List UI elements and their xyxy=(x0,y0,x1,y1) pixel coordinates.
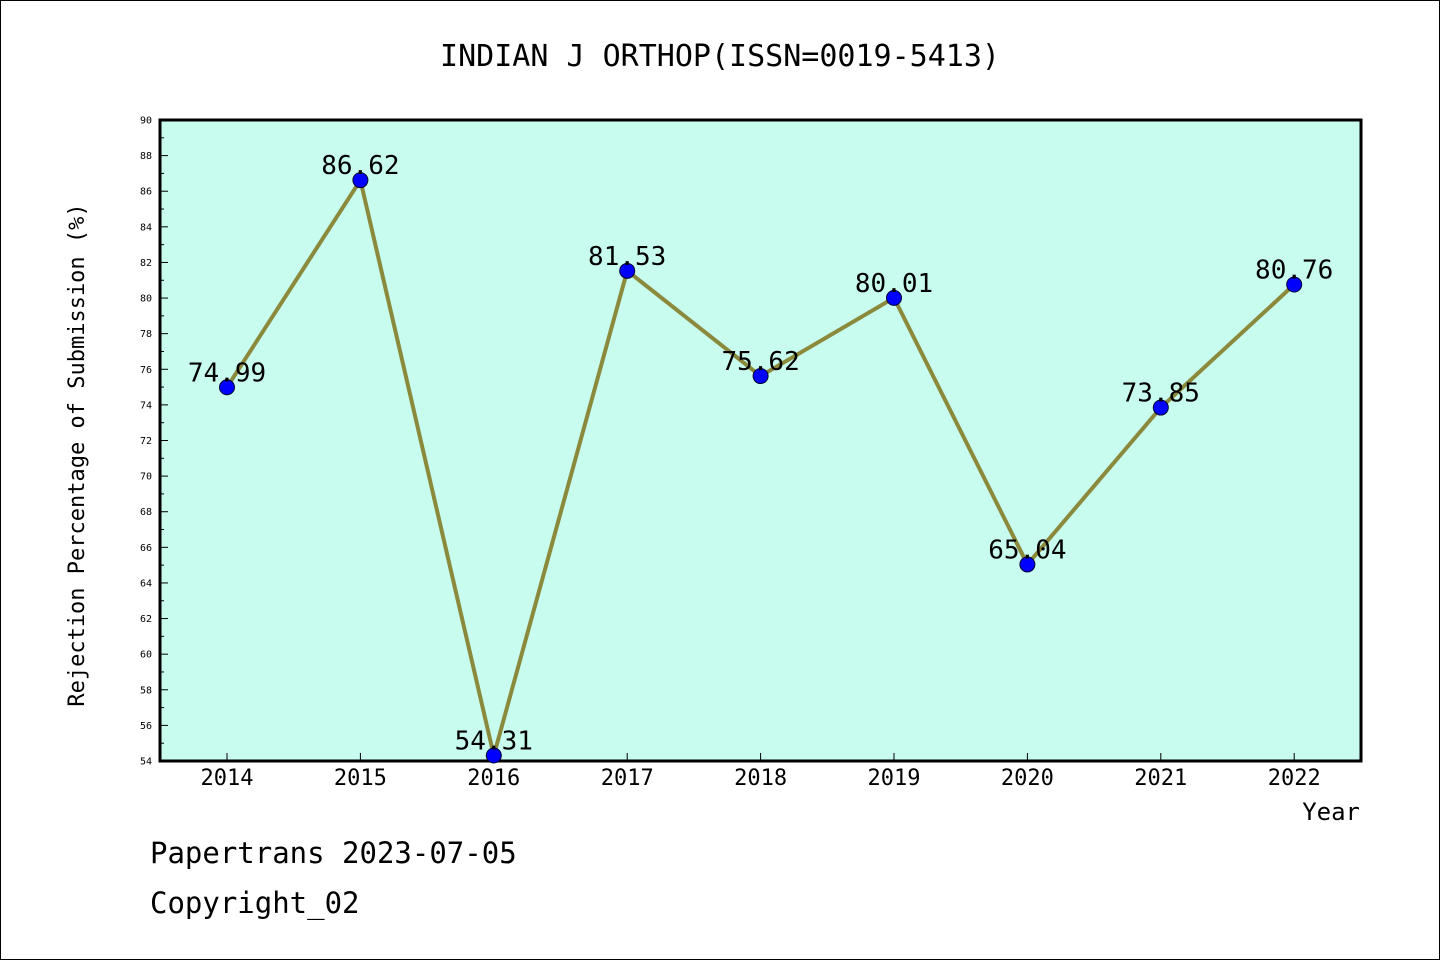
x-tick-label: 2022 xyxy=(1268,766,1321,791)
footer-copyright: Copyright_02 xyxy=(150,886,360,920)
y-tick-label: 74 xyxy=(140,400,152,411)
data-point-2016 xyxy=(485,747,502,764)
y-tick-label: 76 xyxy=(140,365,152,376)
data-point-2022 xyxy=(1286,276,1303,293)
y-tick-label: 80 xyxy=(140,294,152,305)
data-point-2018 xyxy=(752,368,769,385)
y-tick-label: 56 xyxy=(140,721,152,732)
data-label-2020: 65.04 xyxy=(988,535,1066,565)
data-point-2014 xyxy=(219,379,235,396)
x-tick-label: 2020 xyxy=(1001,766,1054,791)
data-point-2017 xyxy=(619,262,636,279)
x-tick-label: 2017 xyxy=(601,766,654,791)
x-axis: 2014 2015 2016 2017 2018 2019 2020 2021 2022 xyxy=(201,753,1321,791)
y-tick-label: 88 xyxy=(140,151,152,162)
y-tick-label: 90 xyxy=(140,116,152,127)
data-point-2020 xyxy=(1019,556,1036,573)
y-tick-label: 54 xyxy=(140,757,152,768)
y-tick-label: 62 xyxy=(140,614,152,625)
footer-date: Papertrans 2023-07-05 xyxy=(150,836,517,870)
plot-area xyxy=(158,118,1363,763)
series-markers xyxy=(219,172,1303,764)
x-tick-label: 2018 xyxy=(734,766,787,791)
data-label-2021: 73.85 xyxy=(1122,379,1200,409)
y-tick-label: 82 xyxy=(140,258,152,269)
y-tick-label: 70 xyxy=(140,472,152,483)
y-axis-label: Rejection Percentage of Submission (%) xyxy=(65,203,90,706)
y-tick-label: 68 xyxy=(140,507,152,518)
x-axis-label: Year xyxy=(1302,798,1360,826)
x-tick-label: 2014 xyxy=(201,766,254,791)
x-tick-label: 2019 xyxy=(868,766,921,791)
y-tick-label: 64 xyxy=(140,578,152,589)
data-label-2015: 86.62 xyxy=(321,151,399,181)
data-label-2019: 80.01 xyxy=(855,269,933,299)
data-label-2018: 75.62 xyxy=(721,347,799,377)
data-label-2014: 74.99 xyxy=(188,358,266,388)
data-label-2017: 81.53 xyxy=(588,242,666,272)
y-tick-label: 58 xyxy=(140,685,152,696)
y-tick-label: 72 xyxy=(140,436,152,447)
chart-title: INDIAN J ORTHOP(ISSN=0019-5413) xyxy=(440,39,1000,74)
data-point-2021 xyxy=(1152,399,1169,416)
x-tick-label: 2021 xyxy=(1134,766,1187,791)
data-point-2019 xyxy=(886,289,902,306)
x-tick-label: 2016 xyxy=(467,766,520,791)
data-point-2015 xyxy=(352,172,369,189)
data-labels: 74.99 86.62 54.31 81.53 75.62 80.01 65.04 73.85… xyxy=(188,151,1333,756)
y-tick-label: 78 xyxy=(140,329,152,340)
y-tick-label: 84 xyxy=(140,222,152,233)
x-tick-label: 2015 xyxy=(334,766,387,791)
y-tick-label: 60 xyxy=(140,650,152,661)
data-label-2016: 54.31 xyxy=(455,726,533,756)
y-tick-label: 86 xyxy=(140,187,152,198)
y-tick-label: 66 xyxy=(140,543,152,554)
data-label-2022: 80.76 xyxy=(1255,256,1333,286)
y-axis: 54 56 58 60 62 64 66 68 70 72 74 76 78 80 82 84 86 88 90 xyxy=(140,116,168,768)
